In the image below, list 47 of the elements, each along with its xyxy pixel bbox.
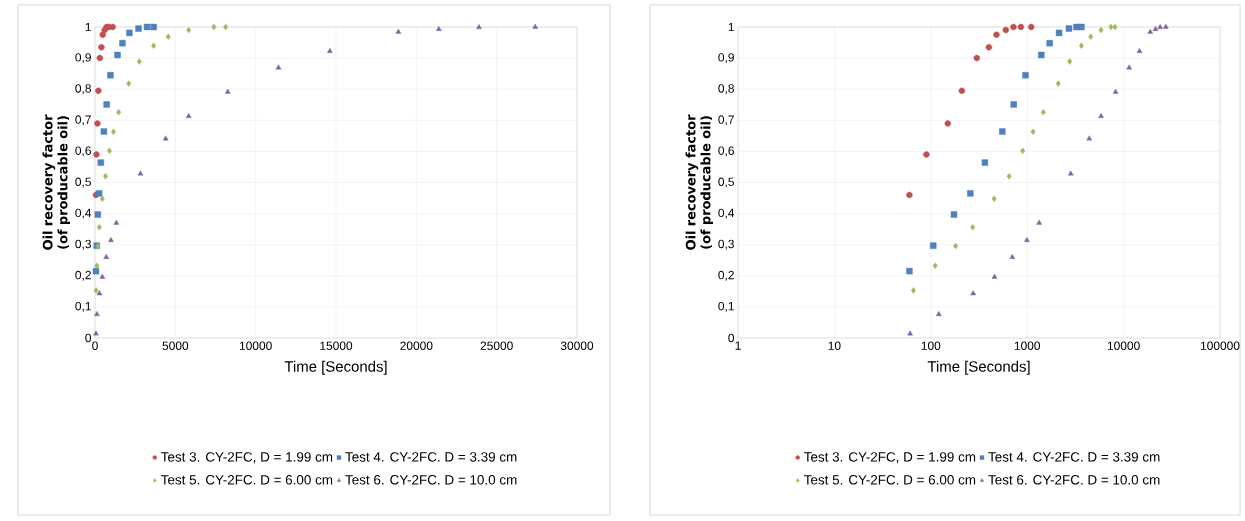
legend-label: Test 3. CY-2FC, D = 1.99 cm (161, 452, 333, 464)
x-axis-title: Time [Seconds] (284, 360, 387, 375)
x-tick-label: 25000 (480, 341, 513, 350)
y-tick-label: 0,8 (75, 84, 91, 95)
x-tick-label: 15000 (320, 341, 353, 350)
x-tick-label: 0 (92, 341, 98, 350)
y-tick-label: 0 (85, 333, 92, 343)
y-tick-label: 0,2 (75, 270, 91, 281)
y-tick-label: 0,2 (718, 270, 734, 281)
x-tick-label: 10000 (239, 341, 272, 350)
y-tick-label: 0 (728, 333, 735, 343)
y-tick-label: 0,4 (718, 208, 735, 219)
y-tick-label: 0,5 (75, 177, 91, 188)
y-tick-label: 1 (85, 22, 91, 32)
y-tick-label: 0,6 (718, 146, 734, 157)
legend-label: Test 5. CY-2FC. D = 6.00 cm (161, 475, 333, 485)
x-axis-title: Time [Seconds] (927, 360, 1030, 375)
y-tick-label: 0,4 (75, 208, 92, 219)
x-tick-label: 30000 (560, 341, 594, 350)
y-axis-title: Oil recovery factor (of producable oil) (42, 114, 71, 250)
y-tick-label: 0,7 (75, 115, 91, 126)
x-tick-label: 10 (828, 341, 841, 350)
legend-label: Test 6. CY-2FC. D = 10.0 cm (345, 475, 517, 485)
y-tick-label: 0,8 (718, 84, 734, 95)
y-tick-label: 0,7 (718, 115, 734, 126)
legend-label: Test 6. CY-2FC. D = 10.0 cm (988, 475, 1160, 485)
legend-label: Test 4. CY-2FC. D = 3.39 cm (988, 452, 1160, 462)
legend-label: Test 4. CY-2FC. D = 3.39 cm (345, 452, 517, 462)
y-tick-label: 0,3 (75, 239, 91, 250)
y-tick-label: 1 (728, 22, 734, 32)
y-tick-label: 0,3 (718, 239, 734, 250)
x-tick-label: 1000 (1014, 341, 1041, 350)
legend-label: Test 3. CY-2FC, D = 1.99 cm (804, 452, 976, 464)
legend-label: Test 5. CY-2FC. D = 6.00 cm (804, 475, 976, 485)
x-tick-label: 1 (735, 341, 741, 350)
x-tick-label: 100000 (1200, 341, 1240, 350)
y-tick-label: 0,5 (718, 177, 734, 188)
y-tick-label: 0,9 (718, 53, 734, 64)
y-axis-title: Oil recovery factor (of producable oil) (685, 114, 714, 250)
x-tick-label: 10000 (1107, 341, 1140, 350)
x-tick-label: 5000 (162, 341, 189, 350)
y-tick-label: 0,1 (75, 301, 91, 312)
y-tick-label: 0,9 (75, 53, 91, 64)
y-tick-label: 0,6 (75, 146, 91, 157)
x-tick-label: 100 (921, 341, 941, 350)
x-tick-label: 20000 (400, 341, 433, 350)
y-tick-label: 0,1 (718, 301, 734, 312)
